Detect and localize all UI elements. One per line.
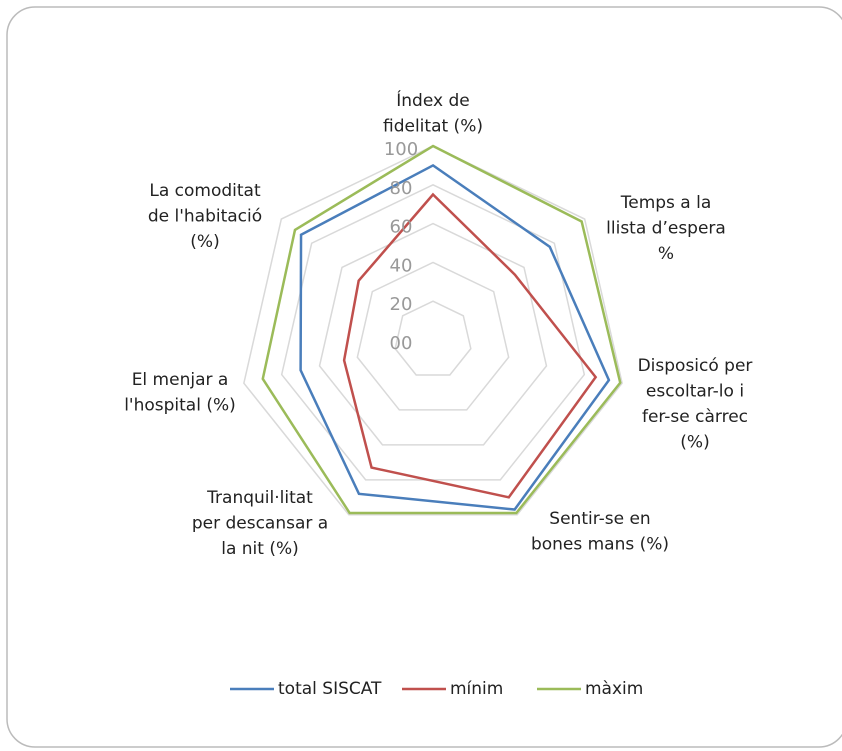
tick-label: 100 <box>384 139 418 160</box>
axis-label: % <box>658 244 674 264</box>
grid-ring <box>394 300 472 376</box>
series-line <box>299 163 611 511</box>
grid-ring <box>318 222 548 446</box>
axis-label: escoltar-lo i <box>646 382 744 402</box>
axis-label: bones mans (%) <box>531 535 669 555</box>
series-line <box>342 192 598 499</box>
tick-label: 80 <box>390 178 413 199</box>
axis-label: de l'habitació <box>148 207 262 227</box>
axis-label: fidelitat (%) <box>383 117 483 137</box>
axis-label: per descansar a <box>192 514 328 534</box>
tick-label: 20 <box>390 294 413 315</box>
axis-label: (%) <box>190 232 219 252</box>
legend-label: mínim <box>450 679 503 699</box>
axis-label: llista d’espera <box>606 219 726 239</box>
axis-label: Temps a la <box>620 193 712 213</box>
series-line <box>261 144 622 515</box>
tick-label: 40 <box>390 255 413 276</box>
tick-label: 00 <box>390 333 413 354</box>
axis-label: Tranquil·litat <box>206 488 313 508</box>
axis-label: la nit (%) <box>221 539 299 559</box>
grid-ring <box>356 261 510 411</box>
axis-label: La comoditat <box>149 181 261 201</box>
axis-label: fer-se càrrec <box>642 407 748 427</box>
chart-frame <box>6 6 842 748</box>
legend-label: màxim <box>585 679 643 699</box>
axis-label: El menjar a <box>132 370 229 390</box>
axis-label: Sentir-se en <box>549 509 650 529</box>
axis-label: (%) <box>680 433 709 453</box>
axis-label: Índex de <box>396 89 469 111</box>
tick-label: 60 <box>390 217 413 238</box>
axis-label: l'hospital (%) <box>124 396 236 416</box>
legend-label: total SISCAT <box>278 679 382 699</box>
grid-ring <box>243 145 623 516</box>
axis-label: Disposicó per <box>638 356 753 376</box>
